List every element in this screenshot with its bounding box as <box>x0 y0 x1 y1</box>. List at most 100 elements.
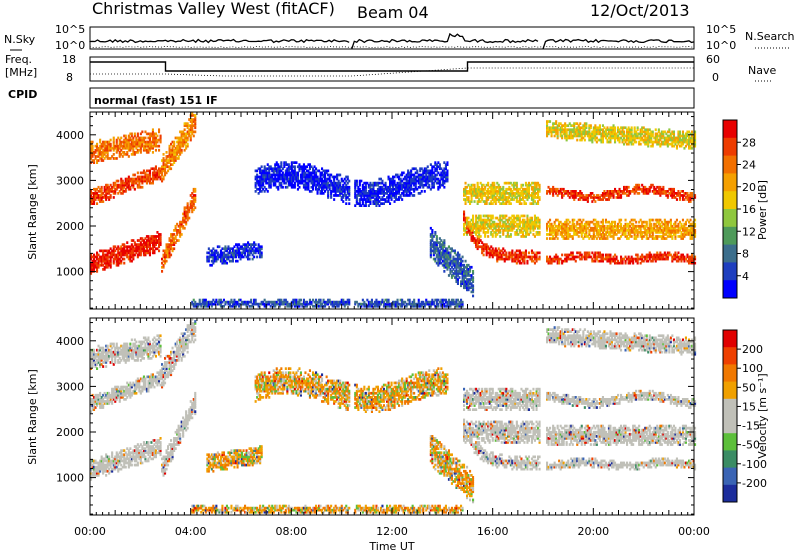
power-cell <box>348 186 350 189</box>
power-cell <box>125 135 127 138</box>
power-cell <box>327 170 329 173</box>
power-cell <box>381 180 383 183</box>
power-cell <box>160 233 162 236</box>
power-cell <box>134 174 136 177</box>
power-cell <box>416 170 418 173</box>
power-cell <box>582 219 584 222</box>
power-cell <box>163 153 165 156</box>
power-cell <box>181 233 183 236</box>
power-cell <box>250 299 252 302</box>
power-cell <box>458 276 460 279</box>
power-cell <box>528 252 530 255</box>
freq-strip: Freq. [MHz] 18 8 60 0 Nave <box>5 53 776 84</box>
power-cell <box>436 235 438 238</box>
power-cell <box>152 128 154 131</box>
power-cell <box>549 120 551 123</box>
power-cell <box>510 202 512 205</box>
nave-trace <box>90 68 694 76</box>
power-cell <box>443 186 445 189</box>
power-cell <box>267 190 269 193</box>
power-cell <box>446 161 448 164</box>
power-cell <box>463 211 465 214</box>
power-cell <box>397 299 399 302</box>
power-cell <box>158 250 160 253</box>
power-cell <box>194 188 196 191</box>
power-cell <box>428 184 430 187</box>
power-cell <box>465 260 467 263</box>
power-cell <box>492 215 494 218</box>
power-cell <box>409 299 411 302</box>
power-cell <box>602 219 604 222</box>
power-cell <box>102 200 104 203</box>
date-title: 12/Oct/2013 <box>590 1 690 20</box>
power-cell <box>117 180 119 183</box>
power-cell <box>576 139 578 142</box>
power-cell <box>295 161 297 164</box>
nsky-right-tick-top: 10^5 <box>706 23 736 36</box>
power-cell <box>137 172 139 175</box>
power-cell <box>472 270 474 273</box>
power-cell <box>347 176 349 179</box>
power-cell <box>427 165 429 168</box>
power-cell <box>261 165 263 168</box>
power-cell <box>261 252 263 255</box>
power-cell <box>92 141 94 144</box>
cpid-strip: CPID normal (fast) 151 IF <box>8 88 694 108</box>
power-cell <box>579 122 581 125</box>
power-cell <box>575 260 577 263</box>
power-cell <box>158 149 160 152</box>
nsky-label: N.Sky <box>4 33 36 46</box>
power-cell <box>110 194 112 197</box>
power-cell <box>573 219 575 222</box>
freq-label-line1: Freq. <box>5 53 32 66</box>
nsearch-trace <box>90 47 694 48</box>
power-cell <box>561 254 563 257</box>
power-cell <box>493 182 495 185</box>
power-cell <box>96 143 98 146</box>
power-cell <box>99 139 101 142</box>
power-cell <box>539 196 541 199</box>
power-cell <box>339 174 341 177</box>
power-cell <box>585 122 587 125</box>
power-cell <box>155 149 157 152</box>
power-cell <box>173 141 175 144</box>
cpid-mode-text: normal (fast) 151 IF <box>94 94 218 107</box>
power-cell <box>483 254 485 257</box>
power-cell <box>480 215 482 218</box>
power-cell <box>371 299 373 302</box>
power-cell <box>113 196 115 199</box>
nsky-strip: N.Sky 10^5 10^0 10^5 10^0 N.Search <box>4 23 795 52</box>
power-cell <box>413 299 415 302</box>
power-cell <box>588 252 590 255</box>
power-cell <box>526 215 528 218</box>
power-cell <box>123 262 125 265</box>
power-cell <box>116 157 118 160</box>
power-cell <box>131 133 133 136</box>
power-cell <box>345 202 347 205</box>
freq-left-tick-bottom: 8 <box>66 71 73 84</box>
power-cell <box>531 217 533 220</box>
power-cell <box>520 202 522 205</box>
power-cell <box>187 202 189 205</box>
power-cell <box>255 243 257 246</box>
power-cell <box>523 215 525 218</box>
power-cell <box>539 256 541 259</box>
power-cell <box>599 124 601 127</box>
power-cell <box>123 258 125 261</box>
power-cell <box>443 239 445 242</box>
power-cell <box>170 167 172 170</box>
power-cell <box>516 182 518 185</box>
power-cell <box>424 190 426 193</box>
power-cell <box>465 182 467 185</box>
power-cell <box>439 163 441 166</box>
power-cell <box>92 145 94 148</box>
power-cell <box>472 284 474 287</box>
power-cell <box>480 235 482 238</box>
power-cell <box>134 133 136 136</box>
power-cell <box>160 135 162 138</box>
freq-label-line2: [MHz] <box>5 66 37 79</box>
power-cell <box>348 299 350 302</box>
power-cell <box>572 252 574 255</box>
power-cell <box>156 135 158 138</box>
